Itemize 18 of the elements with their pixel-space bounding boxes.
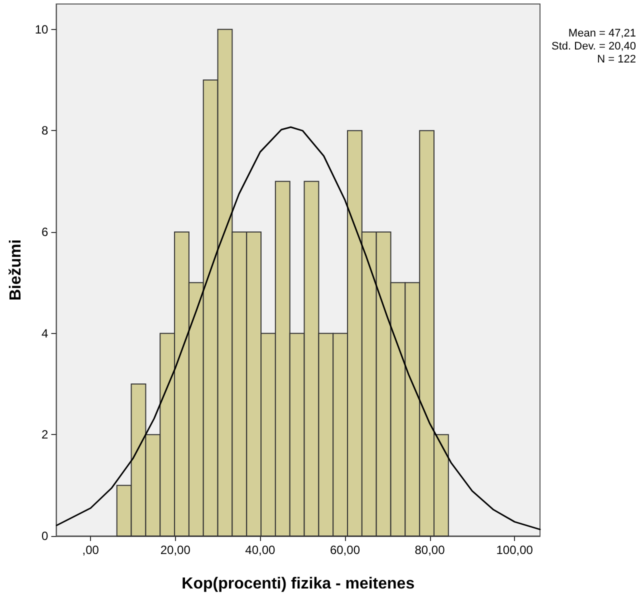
x-tick-label: 40,00 (245, 543, 276, 557)
y-tick-label: 2 (42, 428, 49, 442)
y-tick-label: 6 (42, 225, 49, 239)
y-tick-label: 10 (34, 22, 49, 36)
x-tick-label: 100,00 (496, 543, 534, 557)
x-tick-label: 60,00 (330, 543, 360, 557)
x-tick-label: 80,00 (414, 543, 446, 557)
y-axis-title: Biežumi (8, 239, 24, 301)
x-tick-label: ,00 (82, 543, 100, 557)
text: N = 122 (597, 54, 636, 66)
text: Std. Dev. = 20,40 (552, 40, 636, 52)
line-series (56, 126, 541, 530)
y-tick-label: 8 (42, 124, 49, 138)
x-tick-label: 20,00 (160, 543, 191, 557)
y-tick-label: 0 (42, 529, 49, 543)
y-tick-label: 4 (42, 326, 49, 340)
x-axis-title: Kop(procenti) fizika - meitenes (182, 576, 415, 592)
text: Mean = 47,21 (568, 28, 636, 40)
